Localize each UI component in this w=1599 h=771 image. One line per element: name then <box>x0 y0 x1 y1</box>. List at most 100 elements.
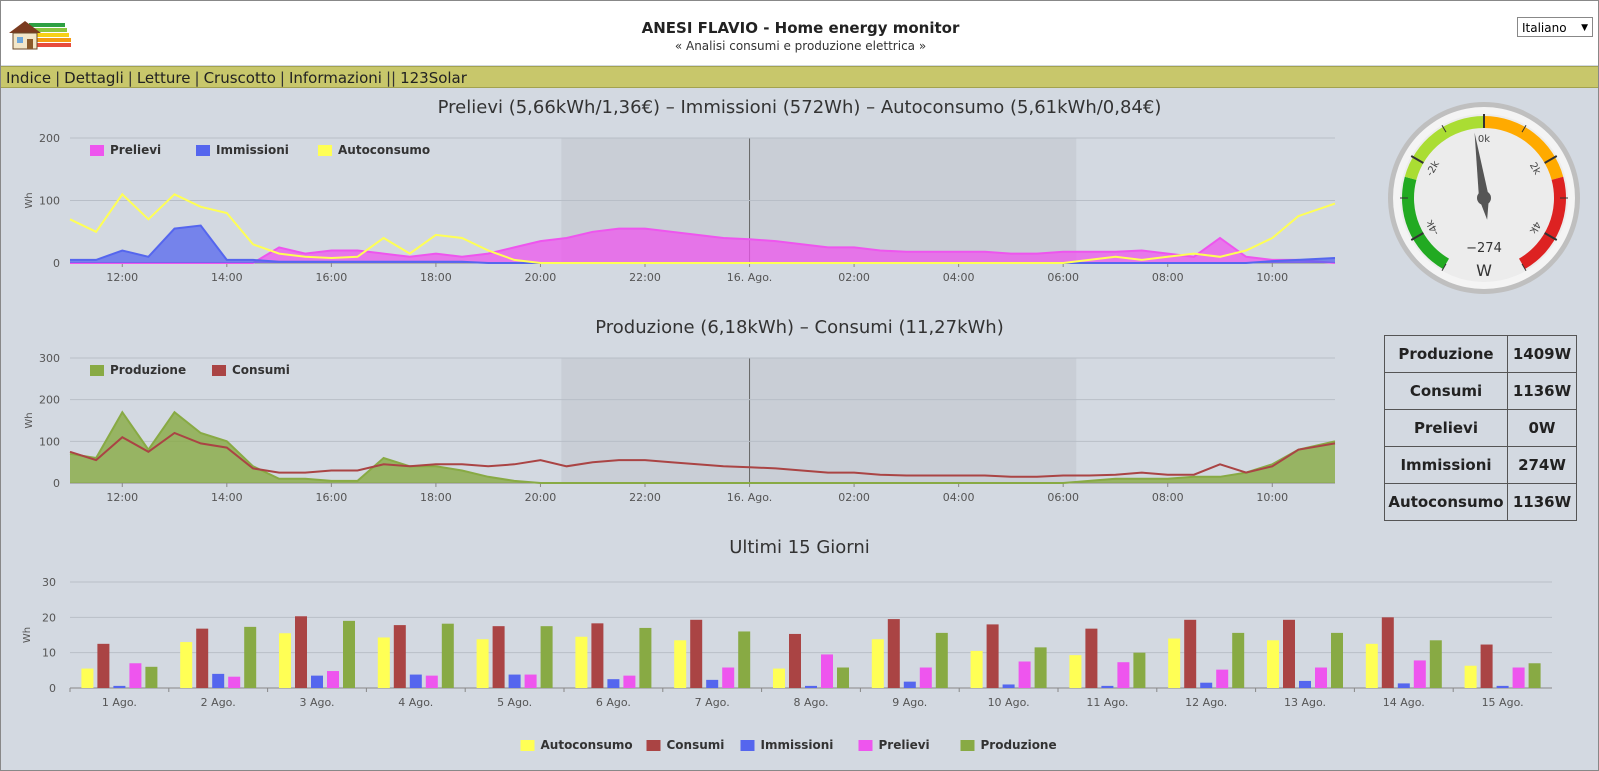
bar-prelievi <box>1117 662 1130 688</box>
page-subtitle: « Analisi consumi e produzione elettrica… <box>674 39 927 53</box>
menu-item-informazioni[interactable]: Informazioni <box>288 69 382 87</box>
bar-consumi <box>1283 619 1295 688</box>
x-tick-label: 16:00 <box>316 491 348 504</box>
gauge-minor-tick <box>1521 125 1527 133</box>
menu-item-123solar[interactable]: 123Solar <box>400 69 467 87</box>
x-tick-label: 15 Ago. <box>1482 696 1524 709</box>
gauge-needle-hub <box>1477 191 1491 205</box>
legend-swatch <box>318 145 332 156</box>
bar-immissioni <box>1397 683 1410 688</box>
gauge-band-green <box>1402 176 1449 270</box>
bar-immissioni <box>903 681 916 688</box>
bar-consumi <box>789 633 801 688</box>
x-tick-label: 16. Ago. <box>727 271 773 284</box>
bar-prelievi <box>1216 669 1229 688</box>
header: ANESI FLAVIO - Home energy monitor « Ana… <box>1 1 1598 65</box>
stats-label: Produzione <box>1384 335 1508 373</box>
stats-value: 0W <box>1507 409 1577 447</box>
x-tick-label: 12 Ago. <box>1185 696 1227 709</box>
x-tick-label: 02:00 <box>838 271 870 284</box>
x-tick-label: 16:00 <box>316 271 348 284</box>
bar-produzione <box>343 620 355 688</box>
legend-label: Consumi <box>232 363 290 377</box>
gauge-minor-tick <box>1549 155 1557 161</box>
bar-prelievi <box>722 667 735 688</box>
x-tick-label: 04:00 <box>943 491 975 504</box>
bar-produzione <box>935 632 948 688</box>
energy-house-logo <box>9 21 71 50</box>
y-axis-label: Wh <box>24 412 35 428</box>
stats-row: Consumi 1136W <box>1384 372 1577 410</box>
bar-immissioni <box>706 679 719 688</box>
bar-consumi <box>393 625 406 688</box>
bar-autoconsumo <box>1168 638 1181 688</box>
bar-immissioni <box>607 679 620 688</box>
x-tick-label: 06:00 <box>1047 491 1079 504</box>
y-tick-label: 100 <box>39 435 60 448</box>
menu-item-dettagli[interactable]: Dettagli <box>64 69 124 87</box>
x-tick-label: 10:00 <box>1256 271 1288 284</box>
chart-prelievi-immissioni: 0 100 200 Wh 12:00 14:00 16:00 18:00 20:00 22:00 1… <box>24 132 1336 284</box>
legend-label: Prelievi <box>110 143 161 157</box>
legend-swatch <box>212 365 226 376</box>
stats-label: Immissioni <box>1384 446 1508 484</box>
y-tick-label: 10 <box>42 647 56 660</box>
bar-produzione <box>145 666 158 688</box>
legend-label: Autoconsumo <box>338 143 430 157</box>
stats-label: Prelievi <box>1384 409 1508 447</box>
bar-autoconsumo <box>377 637 390 688</box>
bar-prelievi <box>1512 667 1525 688</box>
chart-ultimi-15-giorni: 0 10 20 30 Wh 1 Ago. 2 Ago. 3 Ago. 4 Ago. 5 Ago. 6… <box>22 576 1552 752</box>
stats-row: Prelievi 0W <box>1384 409 1577 447</box>
menu-separator: | <box>55 69 61 87</box>
menu-item-letture[interactable]: Letture <box>136 69 191 87</box>
x-tick-label: 08:00 <box>1152 271 1184 284</box>
bar-produzione <box>837 667 849 688</box>
bar-autoconsumo <box>871 639 884 688</box>
x-tick-label: 13 Ago. <box>1284 696 1326 709</box>
x-tick-label: 2 Ago. <box>201 696 236 709</box>
language-select[interactable]: Italiano ▼ <box>1517 17 1593 37</box>
chart-produzione-consumi: 0 100 200 300 Wh 12:00 14:00 16:00 18:00 20:00 22:… <box>24 352 1336 504</box>
bar-immissioni <box>1200 682 1213 688</box>
legend-swatch <box>90 145 104 156</box>
bar-autoconsumo <box>1069 655 1082 688</box>
y-tick-label: 200 <box>39 394 60 407</box>
x-tick-label: 5 Ago. <box>497 696 532 709</box>
x-tick-label: 14:00 <box>211 271 243 284</box>
stats-value: 1136W <box>1507 372 1577 410</box>
x-tick-label: 7 Ago. <box>695 696 730 709</box>
bar-immissioni <box>508 674 521 688</box>
chart3-title: Ultimi 15 Giorni <box>729 537 870 558</box>
bar-prelievi <box>228 676 241 688</box>
language-select-value: Italiano <box>1522 21 1567 35</box>
legend-label: Prelievi <box>879 738 930 752</box>
series-area-immissioni <box>70 225 1335 263</box>
x-tick-label: 12:00 <box>106 491 138 504</box>
bar-prelievi <box>1315 667 1327 688</box>
legend-label: Immissioni <box>216 143 289 157</box>
gauge-minor-tick <box>1411 235 1419 241</box>
menu-separator: | <box>279 69 285 87</box>
gauge-value-label: −274 <box>1466 241 1502 256</box>
bar-immissioni <box>1299 680 1311 688</box>
menu-item-cruscotto[interactable]: Cruscotto <box>203 69 276 87</box>
main-menu: Indice | Dettagli | Letture | Cruscotto | Inform… <box>1 66 1598 88</box>
bar-prelievi <box>821 654 833 688</box>
legend-swatch <box>646 740 661 751</box>
bar-prelievi <box>1018 661 1031 688</box>
stats-label: Autoconsumo <box>1384 483 1508 521</box>
x-tick-label: 02:00 <box>838 491 870 504</box>
bar-consumi <box>887 619 900 688</box>
bar-autoconsumo <box>1267 640 1279 688</box>
x-tick-label: 04:00 <box>943 271 975 284</box>
gauge-minor-tick <box>1441 125 1447 133</box>
y-tick-label: 100 <box>39 195 60 208</box>
bar-immissioni <box>1496 685 1509 688</box>
bar-autoconsumo <box>773 668 785 688</box>
stats-row: Produzione 1409W <box>1384 335 1577 373</box>
bar-consumi <box>295 616 307 688</box>
bar-consumi <box>1085 628 1098 688</box>
stats-label: Consumi <box>1384 372 1508 410</box>
menu-item-indice[interactable]: Indice <box>6 69 52 87</box>
